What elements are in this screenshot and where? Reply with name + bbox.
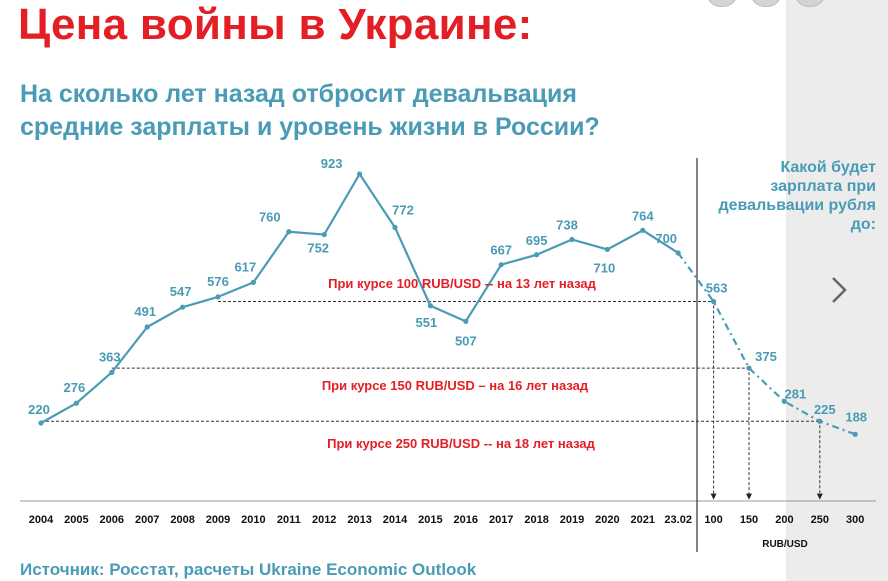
data-label: 281 [785,386,807,401]
data-point [250,279,256,285]
annotation-text: При курсе 250 RUB/USD -- на 18 лет назад [327,436,596,451]
data-label: 752 [307,241,329,256]
data-point [73,400,79,406]
annotation-text: При курсе 100 RUB/USD -- на 13 лет назад [328,276,597,291]
x-tick-label: 2015 [418,514,442,526]
x-tick-label: 300 [846,514,864,526]
data-point [392,224,398,231]
side-panel [786,0,888,581]
secondary-axis-label: RUB/USD [762,539,808,550]
x-tick-label: 2012 [312,514,336,526]
x-tick-label: 2019 [560,514,584,526]
data-point [640,227,646,233]
annotation-text: При курсе 150 RUB/USD – на 16 лет назад [322,378,589,393]
x-tick-label: 2014 [383,514,408,526]
data-label: 491 [134,304,156,319]
data-label: 764 [632,208,654,223]
x-tick-label: 2017 [489,514,513,526]
data-label: 363 [99,349,121,364]
x-tick-label: 2016 [454,514,478,526]
forecast-line [677,252,856,436]
x-tick-label: 2005 [64,514,88,526]
data-point [746,365,752,371]
x-tick-label: 200 [775,514,793,526]
data-point [321,231,327,238]
data-point [357,171,363,177]
x-tick-label: 2018 [524,514,548,526]
data-label: 700 [655,231,677,246]
data-point [38,420,44,426]
data-point [109,369,115,375]
x-tick-label: 250 [811,514,829,526]
x-tick-label: 2020 [595,514,619,526]
data-point [215,294,221,300]
x-tick-label: 2008 [170,514,194,526]
x-tick-label: 2010 [241,514,265,526]
data-point [817,418,823,424]
data-point [286,229,292,235]
data-label: 507 [455,333,477,348]
page-subtitle: На сколько лет назад отбросит девальваци… [20,78,760,144]
x-tick-label: 100 [704,514,722,526]
data-point [427,303,433,309]
page-title: Цена войны в Украине: [18,0,533,49]
data-label: 188 [845,409,867,424]
data-label: 923 [321,156,343,171]
data-point [569,236,575,243]
top-decoration [706,0,826,7]
data-point [781,398,788,404]
data-label: 710 [594,260,616,275]
data-label: 576 [207,274,229,289]
x-tick-label: 2011 [277,514,301,526]
x-tick-label: 23.02 [664,514,692,526]
data-point [498,262,504,268]
data-point [604,246,611,253]
x-tick-label: 2009 [206,514,230,526]
subtitle-line: средние зарплаты и уровень жизни в Росси… [20,113,600,141]
data-point [711,298,717,305]
x-tick-label: 2021 [631,514,655,526]
data-label: 617 [235,259,257,274]
data-label: 563 [706,281,728,296]
data-label: 225 [814,402,836,417]
data-label: 760 [259,210,281,225]
source-note: Источник: Росстат, расчеты Ukraine Econo… [20,560,477,579]
data-label: 738 [556,218,578,233]
x-tick-label: 2006 [100,514,124,526]
data-point [144,324,150,330]
data-point [852,431,858,437]
data-point [675,250,681,256]
x-tick-label: 2013 [347,514,371,526]
data-label: 220 [28,402,50,417]
data-label: 375 [755,349,777,364]
data-label: 276 [64,380,86,395]
data-point [180,304,186,310]
data-point [534,252,540,258]
chevron-right-icon [832,277,847,303]
side-question: Какой будет зарплата при девальвации руб… [718,159,877,233]
x-tick-label: 150 [740,514,758,526]
data-label: 695 [526,233,548,248]
x-tick-label: 2007 [135,514,159,526]
data-label: 772 [392,202,414,217]
data-label: 667 [490,243,512,258]
next-button[interactable] [822,270,856,310]
subtitle-line: На сколько лет назад отбросит девальваци… [20,80,577,108]
data-label: 547 [170,284,192,299]
data-point [463,318,469,324]
x-tick-label: 2004 [29,514,54,526]
data-label: 551 [416,315,438,330]
